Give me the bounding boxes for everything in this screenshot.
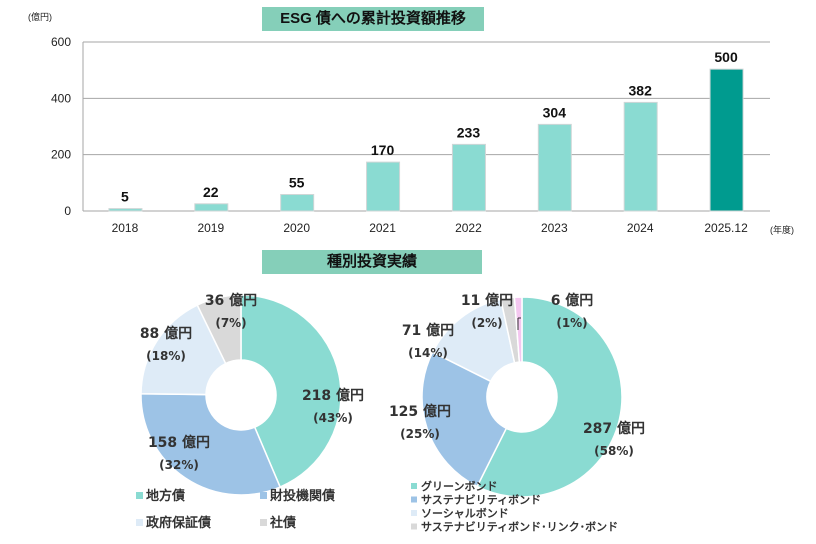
pie-slice: [140, 392, 282, 496]
x-tick-label: 2025.12: [704, 221, 748, 235]
pie-slice: [196, 294, 242, 365]
x-tick-label: 2020: [283, 221, 310, 235]
slice-value-label: 88 億円: [140, 325, 192, 342]
legend-label: グリーンボンド: [421, 479, 497, 493]
slice-value-label: 287 億円: [583, 420, 645, 437]
legend-label: 政府保証債: [146, 515, 211, 530]
slice-percent-label: (1%): [556, 316, 587, 330]
slice-percent-label: (32%): [159, 458, 199, 472]
bar: [451, 143, 486, 212]
data-label: 233: [457, 124, 481, 140]
pie-chart-title: 種別投資実績: [262, 250, 482, 274]
bar: [709, 68, 744, 212]
legend-swatch: [411, 523, 417, 530]
y-tick-label: 400: [51, 91, 71, 105]
x-tick-label: 2021: [369, 221, 396, 235]
pie-slice: [240, 294, 342, 489]
slice-value-label: 158 億円: [148, 434, 210, 451]
data-label: 170: [371, 142, 395, 158]
slice-value-label: 71 億円: [402, 322, 454, 339]
slice-value-label: 6 億円: [551, 292, 594, 309]
legend-swatch: [260, 519, 267, 526]
legend-label: 地方債: [146, 488, 185, 503]
slice-value-label: 218 億円: [302, 387, 364, 404]
y-tick-label: 200: [51, 148, 71, 162]
data-label: 55: [289, 175, 305, 191]
bar: [194, 203, 229, 212]
pie-slice: [476, 296, 623, 498]
pie-slice: [421, 351, 508, 488]
slice-value-label: 36 億円: [205, 292, 257, 309]
bar: [108, 208, 143, 212]
x-tick-label: 2019: [197, 221, 224, 235]
y-tick-label: 600: [51, 35, 71, 49]
bar: [280, 194, 315, 212]
x-tick-label: 2023: [541, 221, 568, 235]
bar: [537, 123, 572, 212]
y-axis-unit: (億円): [28, 11, 52, 22]
legend-swatch: [136, 519, 143, 526]
legend-label: サステナビリティボンド: [421, 493, 541, 507]
legend-swatch: [411, 496, 417, 503]
legend-swatch: [411, 483, 417, 489]
pie-slice: [140, 304, 227, 396]
slice-percent-label: (18%): [146, 349, 186, 363]
data-label: 5: [121, 189, 129, 205]
legend-swatch: [136, 492, 143, 499]
slice-percent-label: (43%): [313, 411, 353, 425]
slice-value-label: 125 億円: [389, 403, 451, 420]
data-label: 382: [629, 82, 653, 98]
slice-percent-label: (25%): [400, 427, 440, 441]
x-tick-label: 2024: [627, 221, 654, 235]
x-tick-label: 2018: [112, 221, 139, 235]
bar: [623, 101, 658, 212]
slice-percent-label: (7%): [215, 316, 246, 330]
data-label: 304: [543, 104, 567, 120]
x-tick-label: 2022: [455, 221, 482, 235]
legend-swatch: [411, 510, 417, 516]
legend-swatch: [260, 492, 267, 499]
bar-chart-title: ESG 債への累計投資額推移: [262, 7, 484, 31]
data-label: 500: [714, 49, 738, 65]
legend-label: ソーシャルボンド: [421, 506, 509, 520]
bar: [366, 161, 401, 212]
legend-label: サステナビリティボンド･リンク･ボンド: [421, 520, 618, 534]
y-tick-label: 0: [64, 204, 71, 218]
slice-percent-label: (14%): [408, 346, 448, 360]
x-axis-unit: (年度): [770, 224, 794, 235]
legend-label: 社債: [269, 515, 296, 530]
slice-percent-label: (2%): [471, 316, 502, 330]
data-label: 22: [203, 184, 219, 200]
slice-value-label: 11 億円: [461, 292, 513, 309]
slice-percent-label: (58%): [594, 444, 634, 458]
legend-label: 財投機関債: [269, 488, 335, 503]
